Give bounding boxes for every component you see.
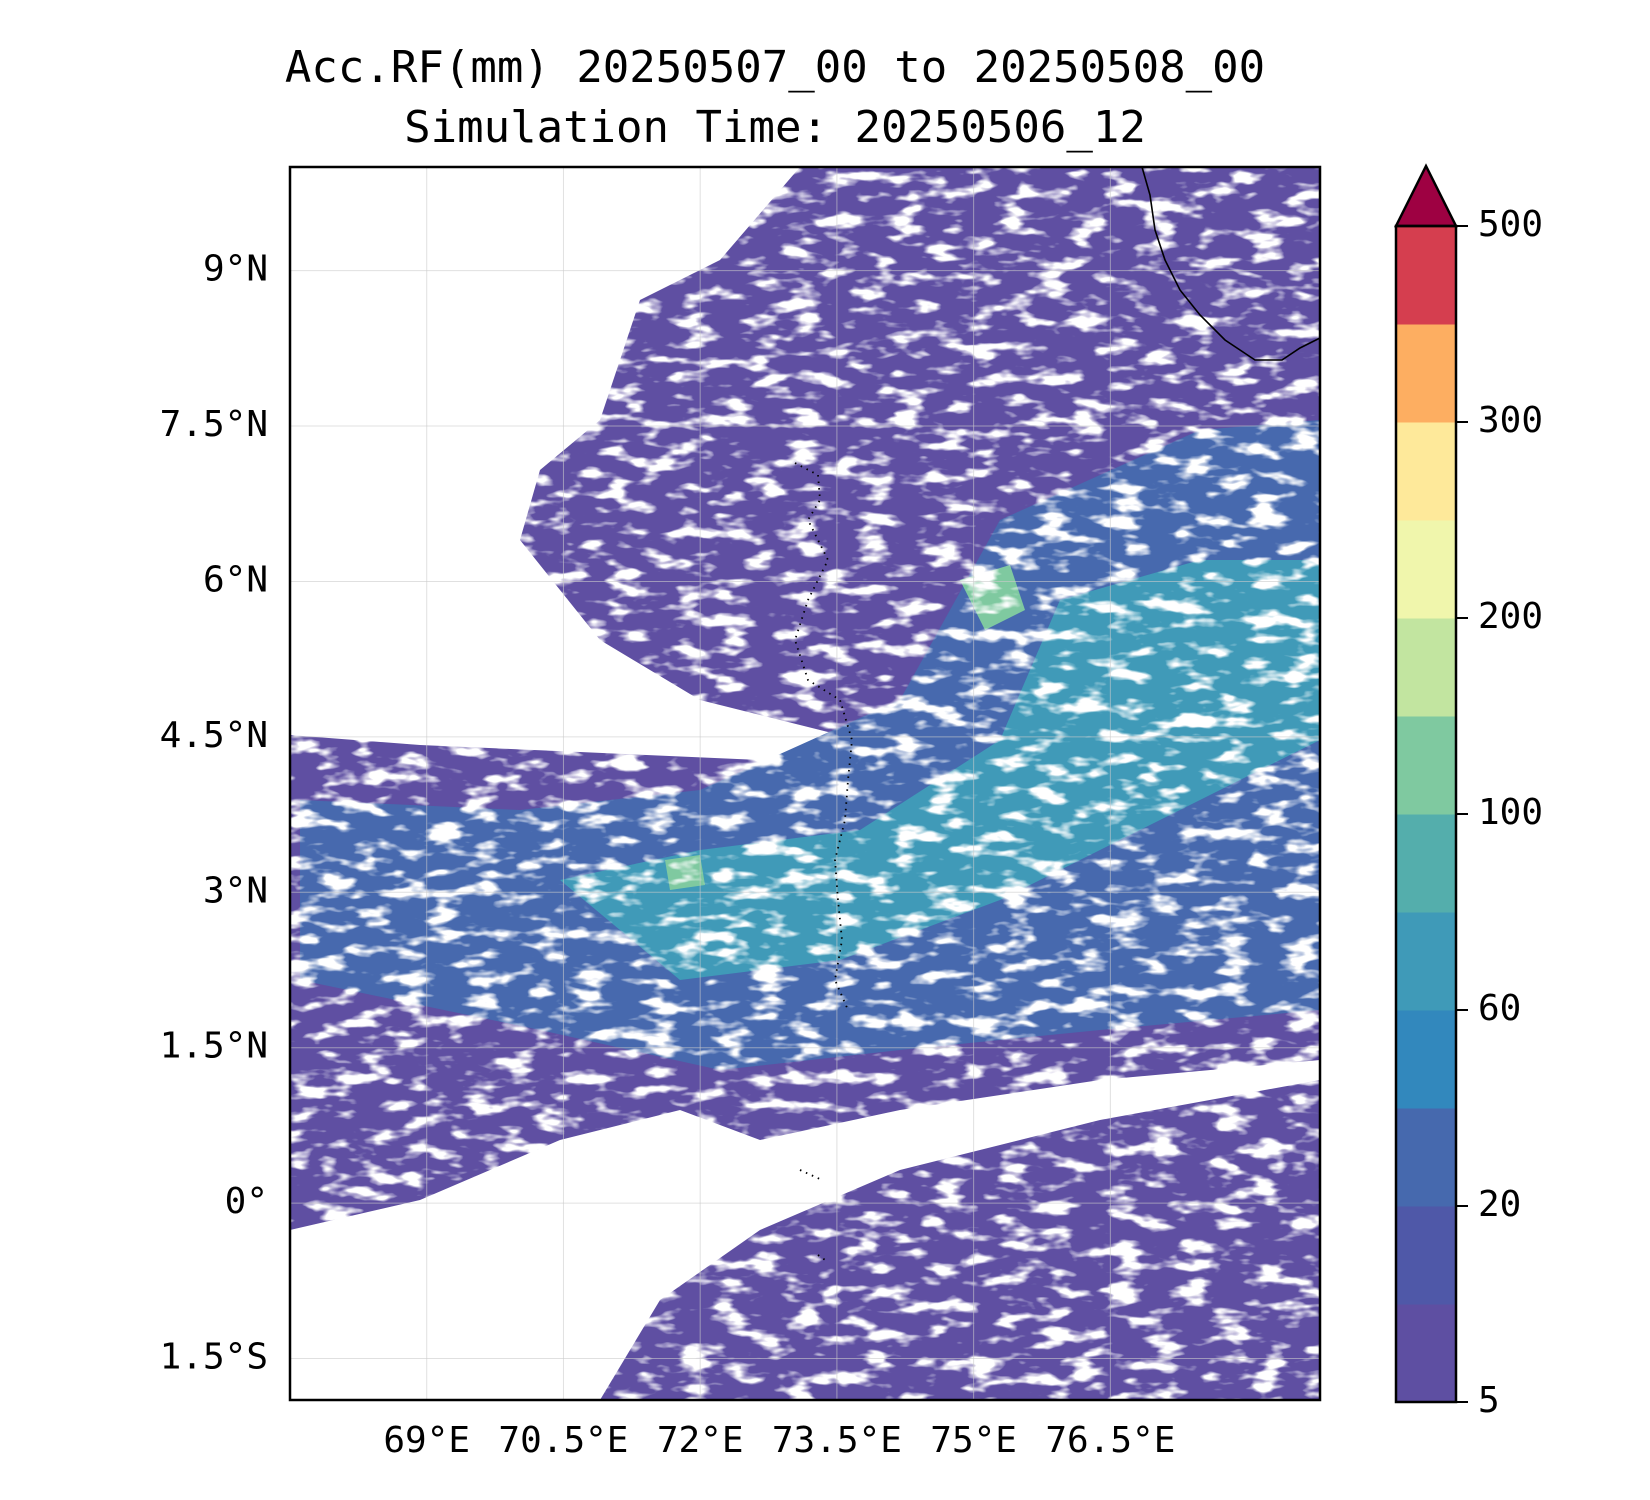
colorbar-segment bbox=[1396, 422, 1456, 521]
colorbar-segment bbox=[1396, 716, 1456, 815]
lat-tick-label: 6°N bbox=[203, 559, 268, 600]
colorbar-segment bbox=[1396, 324, 1456, 423]
colorbar-tick-label: 20 bbox=[1478, 1184, 1521, 1225]
colorbar-segment bbox=[1396, 814, 1456, 913]
colorbar-segment bbox=[1396, 520, 1456, 619]
colorbar-tick-label: 60 bbox=[1478, 988, 1521, 1029]
colorbar-tick-label: 300 bbox=[1478, 400, 1543, 441]
gridlines bbox=[290, 167, 1320, 1400]
colorbar-segment bbox=[1396, 1010, 1456, 1109]
colorbar-tick-label: 5 bbox=[1478, 1380, 1500, 1421]
lat-tick-label: 7.5°N bbox=[160, 404, 268, 445]
rainfall-band-20mm bbox=[300, 420, 1320, 1070]
lon-tick-label: 69°E bbox=[383, 1420, 470, 1461]
rainfall-field bbox=[290, 167, 1320, 1400]
lon-tick-label: 72°E bbox=[657, 1420, 744, 1461]
lon-tick-label: 73.5°E bbox=[772, 1420, 902, 1461]
colorbar-segment bbox=[1396, 1108, 1456, 1207]
colorbar-segment bbox=[1396, 226, 1456, 325]
lat-tick-label: 4.5°N bbox=[160, 715, 268, 756]
lon-tick-label: 75°E bbox=[930, 1420, 1017, 1461]
map-plot-area bbox=[290, 167, 1320, 1400]
lat-tick-label: 1.5°S bbox=[160, 1337, 268, 1378]
colorbar-extend-arrow bbox=[1393, 163, 1459, 228]
map-frame bbox=[288, 165, 1322, 1402]
coastline-india bbox=[1141, 167, 1320, 361]
rainfall-band-60mm bbox=[560, 560, 1320, 980]
colorbar-tick-label: 100 bbox=[1478, 792, 1543, 833]
lat-tick-label: 0° bbox=[225, 1181, 268, 1222]
colorbar-segment bbox=[1396, 912, 1456, 1011]
colorbar-segment bbox=[1396, 618, 1456, 717]
lon-tick-label: 70.5°E bbox=[498, 1420, 628, 1461]
colorbar: 5 20 60 100 200 300 500 bbox=[1393, 163, 1543, 1421]
colorbar-tick-label: 500 bbox=[1478, 204, 1543, 245]
map-title-line-2: Simulation Time: 20250506_12 bbox=[404, 102, 1146, 153]
lon-tick-label: 76.5°E bbox=[1045, 1420, 1175, 1461]
lon-axis: 69°E 70.5°E 72°E 73.5°E 75°E 76.5°E bbox=[383, 1420, 1175, 1461]
colorbar-tick-label: 200 bbox=[1478, 596, 1543, 637]
coastline-maldives bbox=[794, 462, 853, 1263]
colorbar-segment bbox=[1396, 1206, 1456, 1305]
lat-tick-label: 1.5°N bbox=[160, 1026, 268, 1067]
rainfall-region-south bbox=[600, 1080, 1320, 1400]
map-title-line-1: Acc.RF(mm) 20250507_00 to 20250508_00 bbox=[284, 42, 1266, 93]
lat-tick-label: 9°N bbox=[203, 249, 268, 290]
lat-tick-label: 3°N bbox=[203, 870, 268, 911]
lat-axis: 9°N 7.5°N 6°N 4.5°N 3°N 1.5°N 0° 1.5°S bbox=[160, 249, 268, 1378]
colorbar-segment bbox=[1396, 1304, 1456, 1403]
rainfall-band-100mm bbox=[665, 565, 1025, 890]
